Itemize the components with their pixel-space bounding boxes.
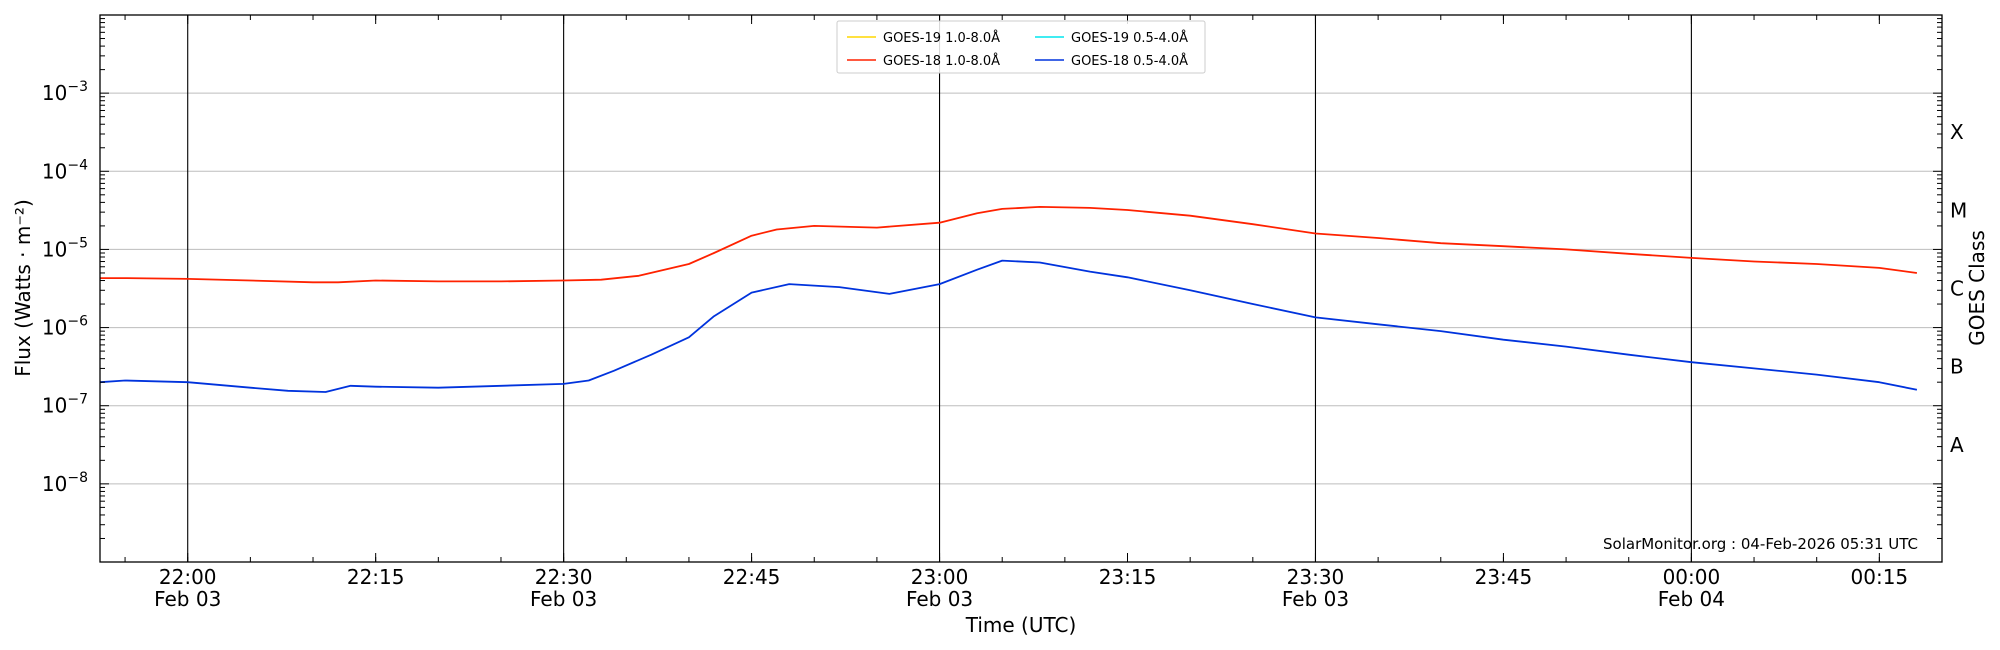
x-tick-label: 23:30 <box>1287 565 1345 589</box>
goes-class-label: X <box>1950 120 1964 144</box>
goes-class-label: B <box>1950 355 1964 379</box>
goes-class-label: A <box>1950 433 1964 457</box>
legend-items: GOES-19 1.0-8.0Å GOES-19 0.5-4.0Å GOES-18 … <box>847 30 1188 69</box>
x-tick-label: 22:00 <box>159 565 217 589</box>
grid-layer <box>100 15 1942 562</box>
x-tick-label: 23:15 <box>1099 565 1157 589</box>
y-tick-label: 10−5 <box>42 235 88 261</box>
plot-frame <box>99 14 1943 563</box>
y-tick-label: 10−6 <box>42 314 88 340</box>
y-tick-label: 10−3 <box>42 79 88 105</box>
x-tick-label: 00:00 <box>1663 565 1721 589</box>
goes-class-label: M <box>1950 198 1967 222</box>
x-tick-label: 22:45 <box>723 565 781 589</box>
x-tick-sublabel: Feb 04 <box>1658 587 1725 611</box>
series-line <box>100 205 1918 284</box>
legend: GOES-19 1.0-8.0Å GOES-19 0.5-4.0Å GOES-18 … <box>836 20 1206 74</box>
legend-label: GOES-18 0.5-4.0Å <box>1071 53 1188 69</box>
legend-box <box>836 20 1206 74</box>
goes-class-label: C <box>1950 277 1964 301</box>
x-tick-label: 23:00 <box>911 565 969 589</box>
x-tick-sublabel: Feb 03 <box>1282 587 1349 611</box>
y-tick-label: 10−8 <box>42 470 88 496</box>
series-line <box>99 259 1918 393</box>
x-tick-sublabel: Feb 03 <box>154 587 221 611</box>
x-tick-label: 23:45 <box>1475 565 1533 589</box>
y-tick-label: 10−4 <box>42 157 88 183</box>
legend-label: GOES-18 1.0-8.0Å <box>883 53 1000 69</box>
x-tick-label: 22:30 <box>535 565 593 589</box>
goes-class-axis-title: GOES Class <box>1965 230 1989 346</box>
solarmonitor-footer: SolarMonitor.org : 04-Feb-2026 05:31 UTC <box>1603 535 1918 553</box>
x-tick-label: 00:15 <box>1851 565 1909 589</box>
y-tick-label: 10−7 <box>42 392 88 418</box>
series-layer <box>99 205 1918 393</box>
x-tick-sublabel: Feb 03 <box>530 587 597 611</box>
legend-label: GOES-19 0.5-4.0Å <box>1071 30 1188 46</box>
y-axis-title: Flux (Watts · m⁻²) <box>11 199 35 377</box>
tick-layer <box>100 15 1943 563</box>
x-tick-sublabel: Feb 03 <box>906 587 973 611</box>
x-axis-title: Time (UTC) <box>965 613 1077 637</box>
legend-label: GOES-19 1.0-8.0Å <box>883 30 1000 46</box>
x-tick-label: 22:15 <box>347 565 405 589</box>
